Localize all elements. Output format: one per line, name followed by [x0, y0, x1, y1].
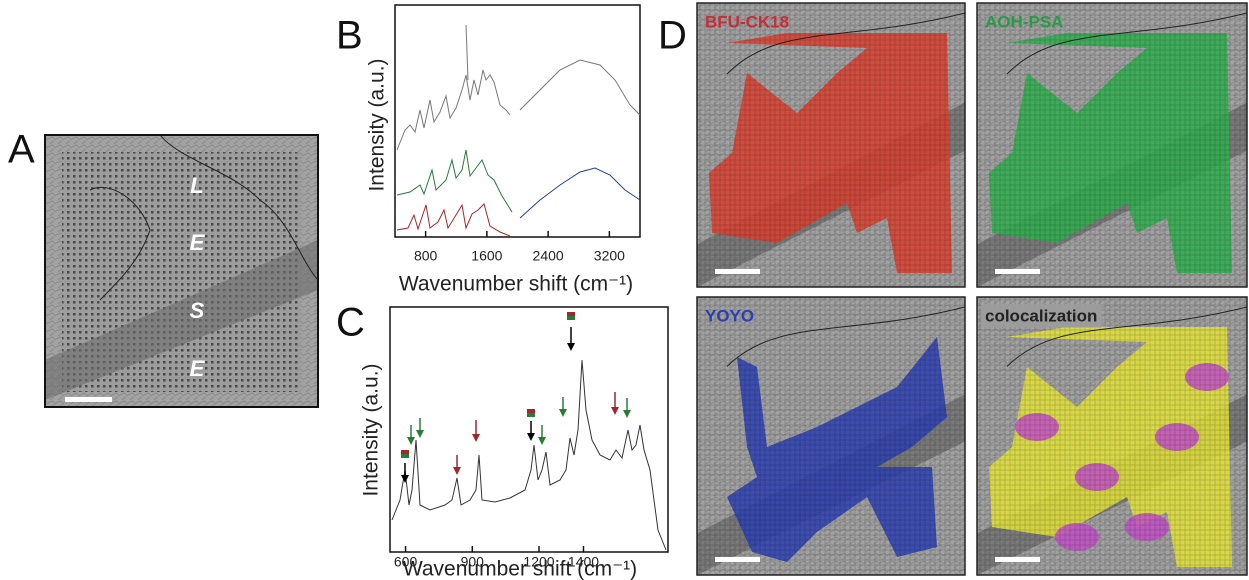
spectrum [396, 203, 511, 237]
panel-label: B [336, 14, 363, 58]
scale-bar [995, 269, 1040, 274]
axes [389, 306, 669, 553]
x-tick-label: 1200 [523, 554, 554, 570]
y-axis-label: Intensity (a.u.) [366, 58, 389, 191]
frame [976, 2, 1248, 288]
scale-bar [65, 397, 112, 402]
frame [696, 296, 966, 576]
label-bg [981, 304, 1102, 328]
region-label: E [190, 356, 206, 381]
x-tick-label: 1600 [471, 248, 502, 264]
x-tick-label: 1400 [568, 554, 599, 570]
scale-bar [715, 557, 760, 562]
panel-label: D [658, 14, 687, 58]
x-tick-label: 600 [394, 554, 418, 570]
spectrum [396, 149, 513, 213]
x-axis-label: Wavenumber shift (cm⁻¹) [403, 558, 637, 580]
tissue-outline [726, 306, 965, 367]
scale-bar [995, 557, 1040, 562]
x-tick-label: 900 [461, 554, 485, 570]
grid-texture [697, 3, 965, 287]
x-axis-label: Wavenumber shift (cm⁻¹) [399, 273, 633, 296]
micrograph [697, 3, 965, 287]
grid-texture [977, 3, 1247, 287]
axes [394, 4, 641, 238]
spectrum [465, 24, 469, 81]
tissue-outline [1006, 306, 1247, 367]
micrograph [697, 297, 965, 575]
stain-label: colocalization [985, 306, 1097, 325]
panel-label: C [336, 301, 365, 345]
stain-label: AOH-PSA [985, 12, 1063, 31]
grid-texture [697, 297, 965, 575]
micrograph [977, 3, 1247, 287]
panel-label: A [8, 128, 35, 172]
tissue-outline [726, 12, 965, 75]
region-label: E [190, 230, 206, 255]
tissue-outline [1006, 12, 1247, 75]
spectrum [391, 359, 667, 551]
spectrum [396, 59, 641, 151]
micrograph [45, 135, 318, 407]
x-tick-label: 800 [414, 248, 438, 264]
peak-arrows [401, 312, 631, 483]
frame [44, 134, 319, 408]
spectrum [519, 167, 641, 219]
frame [976, 296, 1248, 576]
x-tick-label: 3200 [594, 248, 625, 264]
y-axis-label: Intensity (a.u.) [360, 363, 383, 496]
grid-texture [977, 297, 1247, 575]
region-label: L [190, 173, 203, 198]
stain-label: YOYO [705, 306, 754, 325]
frame [696, 2, 966, 288]
micrograph [977, 297, 1247, 575]
scale-bar [715, 269, 760, 274]
region-label: S [190, 298, 205, 323]
x-tick-label: 2400 [533, 248, 564, 264]
stain-label: BFU-CK18 [705, 12, 789, 31]
